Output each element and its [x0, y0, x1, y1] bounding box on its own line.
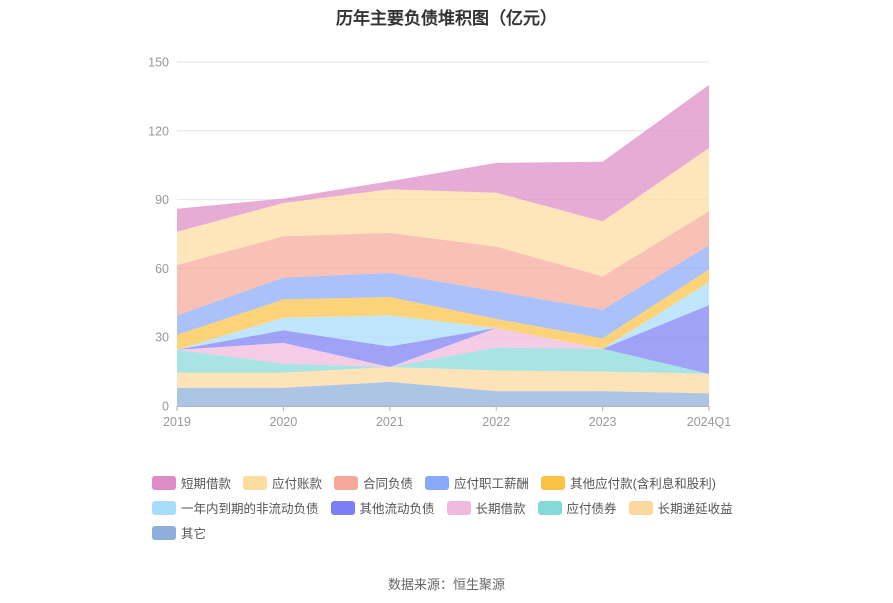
legend-item[interactable]: 其它 [152, 523, 206, 542]
legend-row: 其它 [152, 520, 792, 545]
legend-swatch [446, 500, 471, 515]
legend-swatch [628, 500, 653, 515]
x-tick-label: 2020 [269, 415, 297, 429]
area-series [177, 367, 709, 394]
legend-swatch [152, 500, 176, 515]
y-tick-label: 0 [162, 400, 169, 414]
legend-item[interactable]: 其他应付款(含利息和股利) [541, 473, 716, 492]
legend-swatch [152, 525, 176, 540]
legend-label: 应付职工薪酬 [454, 477, 530, 491]
legend-label: 其他应付款(含利息和股利) [570, 477, 716, 491]
area-series [177, 305, 709, 374]
chart-title: 历年主要负债堆积图（亿元） [336, 9, 557, 28]
legend-label: 应付债券 [566, 502, 617, 516]
legend-item[interactable]: 短期借款 [152, 473, 231, 492]
legend-row: 短期借款 应付账款 合同负债 应付职工薪酬 其他应付款(含利息和股利) [152, 470, 792, 495]
y-tick-label: 120 [148, 124, 169, 138]
legend: 短期借款 应付账款 合同负债 应付职工薪酬 其他应付款(含利息和股利) 一年内到期的非流动… [152, 470, 792, 545]
legend-label: 其它 [181, 527, 207, 541]
legend-swatch [152, 475, 176, 490]
area-series [177, 282, 709, 350]
legend-label: 其他流动负债 [359, 502, 435, 516]
y-tick-label: 150 [148, 56, 169, 70]
y-tick-label: 60 [155, 262, 169, 276]
legend-item[interactable]: 应付职工薪酬 [425, 473, 529, 492]
area-series [177, 347, 709, 374]
area-series [177, 211, 709, 316]
area-layer [177, 84, 709, 406]
area-series [177, 84, 709, 232]
area-series [177, 269, 709, 350]
legend-swatch [541, 475, 566, 490]
legend-swatch [334, 475, 359, 490]
legend-label: 长期借款 [475, 502, 526, 516]
area-series [177, 245, 709, 339]
legend-swatch [243, 475, 268, 490]
x-tick-label: 2024Q1 [687, 415, 732, 429]
legend-label: 合同负债 [363, 477, 414, 491]
legend-swatch [330, 500, 355, 515]
x-tick-label: 2022 [482, 415, 510, 429]
legend-row: 一年内到期的非流动负债 其他流动负债 长期借款 应付债券 长期递延收益 [152, 495, 792, 520]
legend-swatch [425, 475, 450, 490]
y-tick-label: 30 [155, 331, 169, 345]
x-tick-label: 2021 [376, 415, 404, 429]
legend-item[interactable]: 其他流动负债 [330, 498, 435, 517]
legend-label: 短期借款 [181, 477, 232, 491]
area-series [177, 381, 709, 406]
legend-item[interactable]: 合同负债 [334, 473, 413, 492]
legend-label: 一年内到期的非流动负债 [181, 502, 319, 516]
source-note: 数据来源：恒生聚源 [387, 577, 505, 592]
legend-label: 应付账款 [272, 477, 323, 491]
legend-swatch [537, 500, 562, 515]
x-tick-label: 2019 [163, 415, 191, 429]
area-series [177, 148, 709, 277]
x-tick-label: 2023 [589, 415, 617, 429]
y-tick-label: 90 [155, 193, 169, 207]
legend-label: 长期递延收益 [657, 502, 733, 516]
legend-item[interactable]: 长期递延收益 [628, 498, 733, 517]
area-series [177, 328, 709, 374]
legend-item[interactable]: 一年内到期的非流动负债 [152, 498, 319, 517]
legend-item[interactable]: 长期借款 [446, 498, 526, 517]
legend-item[interactable]: 应付债券 [537, 498, 617, 517]
axis-layer: 0 30 60 90 120 150 2019 2020 2021 2022 2023 2024Q1 [148, 56, 731, 430]
legend-item[interactable]: 应付账款 [243, 473, 322, 492]
